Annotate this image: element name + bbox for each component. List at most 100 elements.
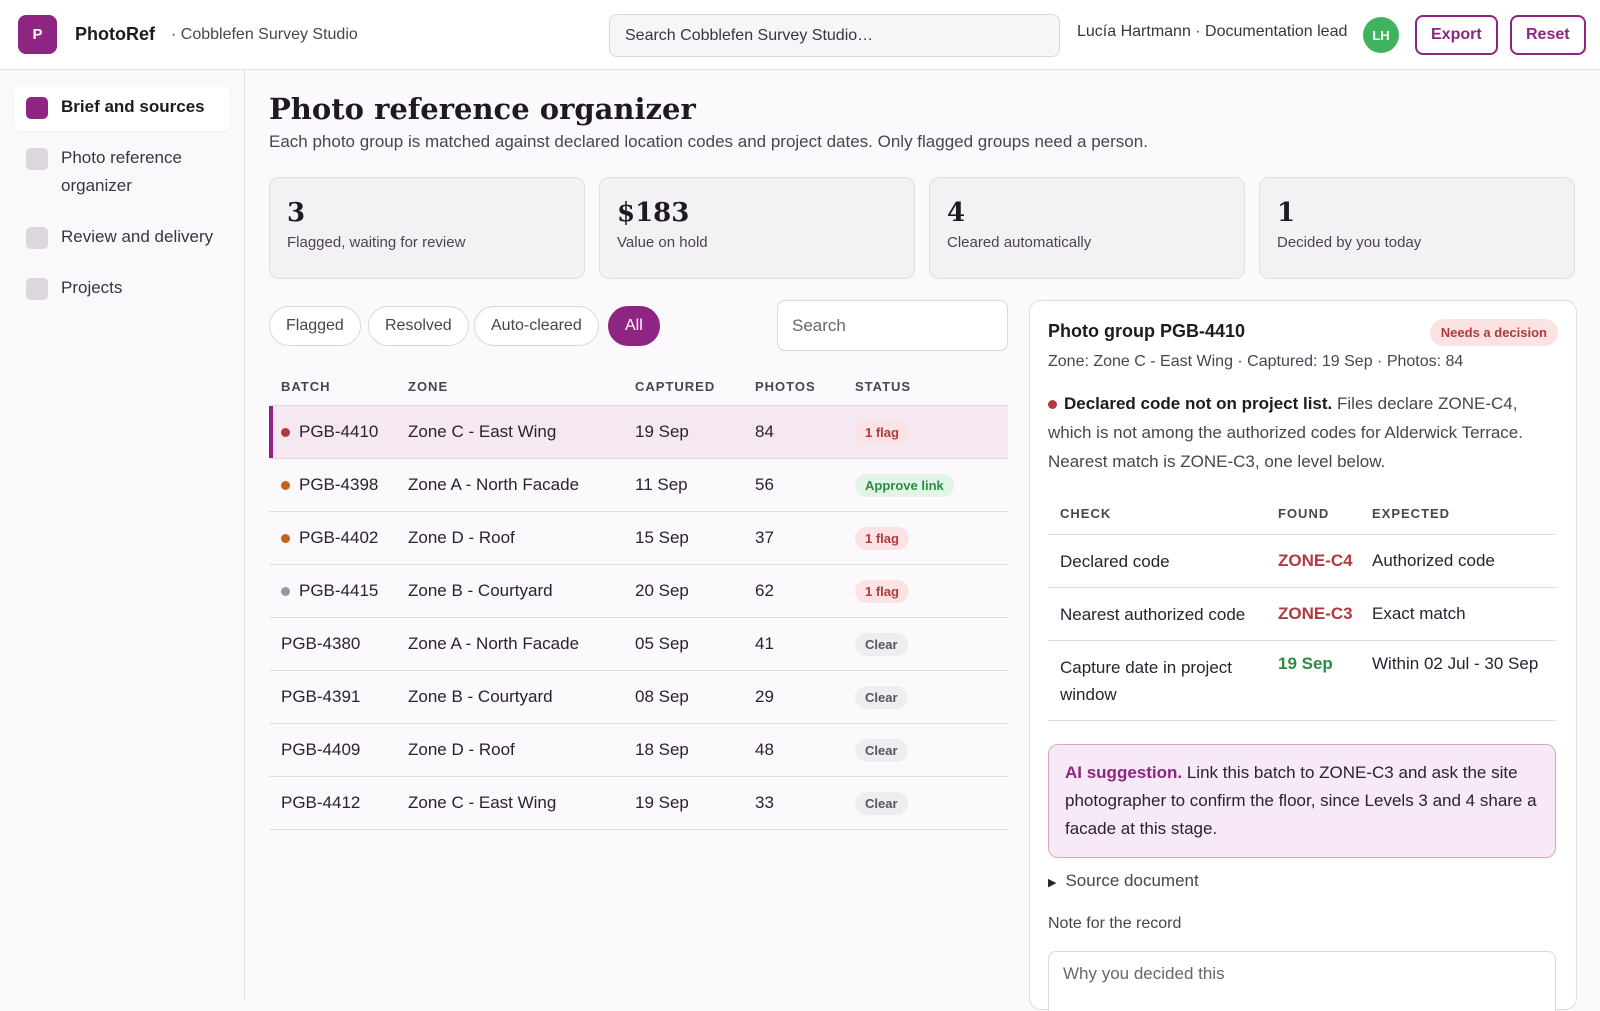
- finding: Declared code not on project list. Files…: [1048, 389, 1558, 476]
- table-header: BATCH ZONE CAPTURED PHOTOS STATUS: [269, 368, 1008, 406]
- source-document-toggle[interactable]: ▶ Source document: [1048, 871, 1199, 891]
- status-badge[interactable]: Approve link: [855, 473, 954, 497]
- cell-batch: PGB-4412: [269, 793, 408, 813]
- nav-square-icon: [26, 227, 48, 249]
- cell-photos: 48: [755, 740, 774, 759]
- cell-photos: 62: [755, 581, 774, 600]
- finding-title: Declared code not on project list.: [1064, 394, 1333, 413]
- cell-photos: 37: [755, 528, 774, 547]
- main-content: Photo reference organizer Each photo gro…: [245, 70, 1600, 1011]
- check-expected: Authorized code: [1372, 551, 1495, 570]
- sidebar-item-projects[interactable]: Projects: [14, 267, 230, 312]
- table-row[interactable]: PGB-4398 Zone A - North Facade 11 Sep 56 App…: [269, 459, 1008, 512]
- stat-value: 1: [1277, 198, 1296, 228]
- cell-zone: Zone D - Roof: [408, 528, 515, 547]
- table-row[interactable]: PGB-4412 Zone C - East Wing 19 Sep 33 Clear: [269, 777, 1008, 830]
- cell-batch: PGB-4380: [269, 634, 408, 654]
- page-subtitle: Each photo group is matched against decl…: [269, 132, 1148, 151]
- column-header-captured[interactable]: CAPTURED: [635, 379, 716, 394]
- filter-chip-all[interactable]: All: [608, 306, 660, 346]
- cell-photos: 33: [755, 793, 774, 812]
- note-field[interactable]: [1048, 951, 1556, 1011]
- table-row[interactable]: PGB-4415 Zone B - Courtyard 20 Sep 62 1 flag: [269, 565, 1008, 618]
- sidebar-item-review[interactable]: Review and delivery: [14, 216, 230, 261]
- triangle-right-icon: ▶: [1048, 877, 1057, 889]
- cell-batch: PGB-4391: [269, 687, 408, 707]
- batch-id: PGB-4380: [281, 634, 361, 653]
- cell-captured: 15 Sep: [635, 528, 689, 547]
- cell-zone: Zone C - East Wing: [408, 793, 557, 812]
- cell-status: 1 flag: [855, 420, 1008, 444]
- note-label: Note for the record: [1048, 915, 1182, 932]
- table-row[interactable]: PGB-4409 Zone D - Roof 18 Sep 48 Clear: [269, 724, 1008, 777]
- cell-captured: 20 Sep: [635, 581, 689, 600]
- stat-label: Cleared automatically: [947, 234, 1092, 251]
- check-found: 19 Sep: [1278, 654, 1333, 673]
- column-header-photos[interactable]: PHOTOS: [755, 379, 816, 394]
- cell-captured: 19 Sep: [635, 422, 689, 441]
- check-name: Nearest authorized code: [1060, 604, 1246, 624]
- cell-status: Clear: [855, 632, 1008, 656]
- nav-square-icon: [26, 278, 48, 300]
- stat-label: Flagged, waiting for review: [287, 234, 466, 251]
- sidebar-item-brief[interactable]: Brief and sources: [14, 86, 230, 131]
- filter-chip-resolved[interactable]: Resolved: [368, 306, 469, 346]
- page-title: Photo reference organizer: [269, 92, 696, 126]
- export-button[interactable]: Export: [1415, 15, 1498, 55]
- table-row[interactable]: PGB-4410 Zone C - East Wing 19 Sep 84 1 flag: [269, 406, 1008, 459]
- status-dot-icon: [281, 533, 290, 543]
- cell-photos: 56: [755, 475, 774, 494]
- detail-panel: Photo group PGB-4410 Needs a decision Zo…: [1029, 300, 1577, 1011]
- cell-captured: 08 Sep: [635, 687, 689, 706]
- cell-batch: PGB-4410: [269, 422, 408, 442]
- stat-card-value-on-hold: $183 Value on hold: [599, 177, 915, 279]
- cell-status: Clear: [855, 685, 1008, 709]
- check-row: Nearest authorized code ZONE-C3 Exact ma…: [1048, 588, 1556, 641]
- table-row[interactable]: PGB-4391 Zone B - Courtyard 08 Sep 29 Clear: [269, 671, 1008, 724]
- cell-zone: Zone D - Roof: [408, 740, 515, 759]
- global-search-input[interactable]: [609, 14, 1060, 57]
- checks-table: CHECK FOUND EXPECTED Declared code ZONE-…: [1048, 493, 1556, 721]
- checks-header-check: CHECK: [1060, 506, 1112, 521]
- stat-label: Value on hold: [617, 234, 708, 251]
- ai-suggestion-label: AI suggestion.: [1065, 763, 1183, 782]
- cell-status: Approve link: [855, 473, 1008, 497]
- cell-photos: 29: [755, 687, 774, 706]
- cell-photos: 84: [755, 422, 774, 441]
- checks-header-expected: EXPECTED: [1372, 506, 1451, 521]
- status-dot-icon: [281, 586, 290, 596]
- column-header-batch[interactable]: BATCH: [281, 379, 331, 394]
- status-badge: Clear: [855, 791, 908, 815]
- sidebar-item-photo-organizer[interactable]: Photo reference organizer: [14, 137, 230, 210]
- table-row[interactable]: PGB-4380 Zone A - North Facade 05 Sep 41 Cle…: [269, 618, 1008, 671]
- reset-button[interactable]: Reset: [1510, 15, 1586, 55]
- cell-zone: Zone C - East Wing: [408, 422, 557, 441]
- app-name[interactable]: PhotoRef: [75, 24, 155, 44]
- app-logo[interactable]: P: [18, 15, 57, 54]
- column-header-status[interactable]: STATUS: [855, 379, 912, 394]
- cell-batch: PGB-4409: [269, 740, 408, 760]
- cell-zone: Zone B - Courtyard: [408, 581, 553, 600]
- column-header-zone[interactable]: ZONE: [408, 379, 449, 394]
- table-row[interactable]: PGB-4402 Zone D - Roof 15 Sep 37 1 flag: [269, 512, 1008, 565]
- top-bar: P PhotoRef · Cobblefen Survey Studio Luc…: [0, 0, 1600, 70]
- cell-batch: PGB-4402: [269, 528, 408, 548]
- status-badge: 1 flag: [855, 579, 909, 603]
- filter-chip-flagged[interactable]: Flagged: [269, 306, 361, 346]
- table-search-input[interactable]: [777, 300, 1008, 351]
- filter-chip-auto-cleared[interactable]: Auto-cleared: [474, 306, 599, 346]
- finding-text: Files declare ZONE-C4, which is not amon…: [1048, 394, 1523, 471]
- ai-suggestion: AI suggestion. Link this batch to ZONE-C…: [1048, 744, 1556, 858]
- sidebar: Brief and sources Photo reference organi…: [0, 70, 245, 1000]
- sidebar-item-label: Projects: [61, 278, 123, 297]
- cell-captured: 19 Sep: [635, 793, 689, 812]
- status-dot-icon: [281, 480, 290, 490]
- check-row: Declared code ZONE-C4 Authorized code: [1048, 535, 1556, 588]
- avatar[interactable]: LH: [1363, 17, 1399, 53]
- ai-suggestion-text: Link this batch to ZONE-C3 and ask the s…: [1065, 763, 1537, 838]
- status-badge: 1 flag: [855, 526, 909, 550]
- cell-status: Clear: [855, 791, 1008, 815]
- cell-captured: 05 Sep: [635, 634, 689, 653]
- batch-id: PGB-4415: [299, 581, 379, 600]
- user-name: Lucía Hartmann · Documentation lead: [1077, 23, 1348, 40]
